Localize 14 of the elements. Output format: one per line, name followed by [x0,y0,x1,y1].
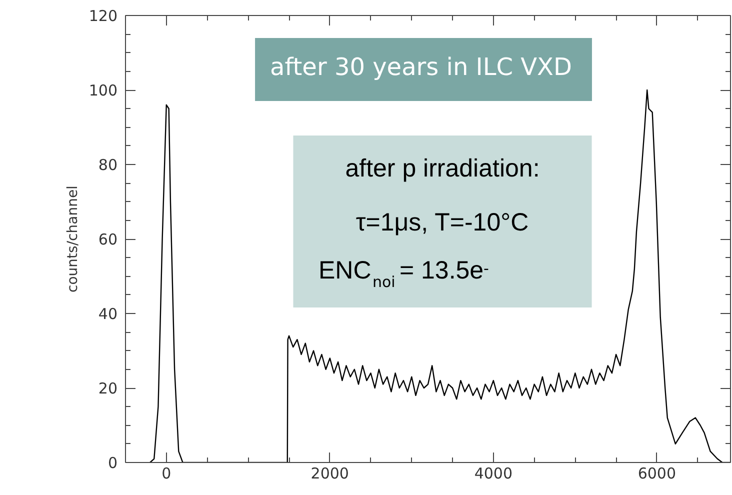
x-tick-label: 6000 [638,464,676,482]
y-tick-label: 120 [88,7,118,25]
y-tick-label: 100 [88,82,118,100]
y-tick-label: 80 [98,156,118,174]
x-tick-label: 4000 [474,464,513,482]
x-tick-label: 0 [162,464,172,482]
y-tick-label: 60 [98,230,118,248]
x-tick-label: 2000 [310,464,349,482]
y-axis-title: counts/channel [64,186,81,292]
annotation: τ=1μs, T=-10°C [356,208,529,236]
y-tick-label: 20 [98,380,118,398]
y-tick-label: 40 [98,305,118,323]
annotation: after 30 years in ILC VXD [270,53,572,81]
annotation: after p irradiation: [345,154,540,182]
